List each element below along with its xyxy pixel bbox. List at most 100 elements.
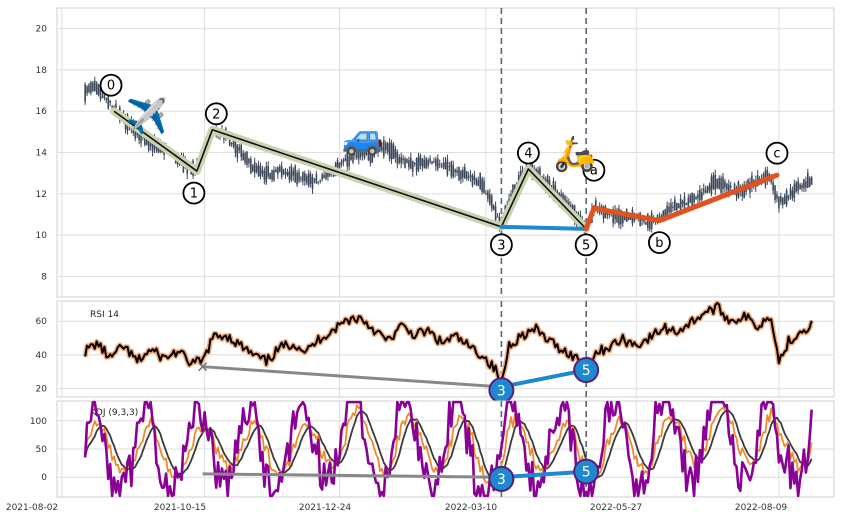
- kdj-wave-circle: [573, 458, 600, 485]
- candle-body: [278, 166, 281, 172]
- candle-body: [494, 206, 497, 222]
- wave-label-text: c: [773, 147, 780, 162]
- candle-body: [296, 172, 298, 185]
- candle-body: [741, 186, 744, 197]
- candle-body: [257, 165, 260, 177]
- candle-body: [338, 162, 341, 173]
- candle-body: [483, 180, 485, 193]
- y-tick-label: 14: [36, 149, 48, 159]
- candle-body: [394, 148, 397, 158]
- candle-body: [662, 211, 665, 218]
- candle-body: [774, 185, 776, 200]
- wave-label-text: 4: [524, 147, 532, 162]
- candle-body: [677, 203, 680, 209]
- candle-body: [134, 129, 137, 139]
- candle-body: [95, 82, 98, 95]
- candle-body: [444, 161, 447, 170]
- candle-body: [86, 86, 88, 94]
- candle-body: [780, 196, 782, 203]
- candle-body: [307, 173, 310, 187]
- candle-body: [379, 147, 381, 151]
- y-tick-label: 50: [36, 445, 48, 455]
- candle-body: [648, 218, 651, 230]
- candle-body: [269, 172, 271, 180]
- candle-body: [716, 179, 719, 189]
- candle-body: [689, 195, 692, 203]
- candle-body: [714, 174, 717, 190]
- candle-body: [350, 153, 352, 161]
- candle-body: [510, 193, 512, 197]
- candle-body: [107, 93, 110, 109]
- candle-body: [706, 186, 709, 193]
- candle-body: [645, 221, 647, 225]
- wave-label-circle: [765, 141, 789, 165]
- candle-body: [396, 151, 399, 165]
- rsi-y-axis: 20 40 60: [36, 317, 48, 394]
- candle-body: [411, 160, 414, 172]
- candle-body: [695, 197, 697, 199]
- kdj-wave-label: 5: [582, 465, 591, 481]
- candle-body: [666, 205, 668, 217]
- price-wave-labels: 0 1 2 3 4 5 a b c: [99, 73, 789, 257]
- candle-body: [417, 156, 420, 170]
- candle-body: [562, 194, 564, 203]
- candle-body: [292, 170, 295, 176]
- wave-label-circle: [489, 233, 513, 257]
- candle-body: [766, 170, 769, 180]
- candle-body: [147, 135, 150, 151]
- x-tick-label: 2022-05-27: [590, 503, 642, 513]
- candle-body: [321, 174, 323, 180]
- x-tick-label: 2021-08-02: [6, 503, 58, 513]
- price-grid: [57, 8, 834, 297]
- candle-body: [423, 159, 426, 169]
- candle-body: [390, 143, 393, 160]
- candle-body: [693, 194, 695, 203]
- candle-body: [727, 184, 730, 195]
- candle-body: [668, 206, 670, 213]
- candle-body: [487, 191, 489, 200]
- candle-body: [679, 198, 682, 210]
- y-tick-label: 10: [36, 231, 48, 241]
- candle-body: [435, 159, 437, 167]
- candle-body: [413, 162, 416, 164]
- candle-body: [367, 152, 370, 161]
- candle-body: [359, 148, 362, 158]
- candle-body: [111, 106, 113, 108]
- candle-body: [311, 177, 314, 190]
- candle-body: [342, 159, 345, 163]
- candle-body: [267, 165, 270, 177]
- candle-body: [795, 182, 798, 192]
- kdj-y-axis: 0 50 100: [30, 417, 47, 483]
- candle-body: [621, 215, 624, 224]
- candle-body: [702, 188, 705, 192]
- candle-body: [340, 161, 343, 165]
- rsi-cross-marker: [198, 362, 208, 372]
- candle-body: [425, 158, 428, 168]
- x-tick-label: 2022-03-10: [445, 503, 498, 513]
- candle-body: [554, 185, 557, 195]
- candle-body: [517, 175, 520, 183]
- candle-body: [450, 161, 453, 177]
- candle-body: [145, 139, 148, 145]
- candle-body: [275, 169, 277, 173]
- candle-body: [699, 189, 701, 201]
- candle-body: [309, 174, 312, 184]
- candle-body: [718, 178, 720, 189]
- wave-label-text: 5: [582, 238, 590, 253]
- candle-body: [722, 176, 724, 190]
- candle-body: [789, 188, 792, 196]
- candle-body: [481, 178, 483, 193]
- candle-body: [388, 142, 391, 159]
- rsi-line: [84, 301, 813, 384]
- candle-body: [84, 84, 86, 102]
- rsi-panel-title: RSI 14: [90, 310, 119, 320]
- candle-body: [433, 161, 435, 163]
- candle-body: [452, 164, 455, 177]
- correction-wave-line: [583, 172, 780, 232]
- candle-body: [460, 170, 462, 180]
- candle-body: [442, 162, 445, 168]
- candle-body: [232, 136, 235, 147]
- candle-body: [304, 173, 306, 181]
